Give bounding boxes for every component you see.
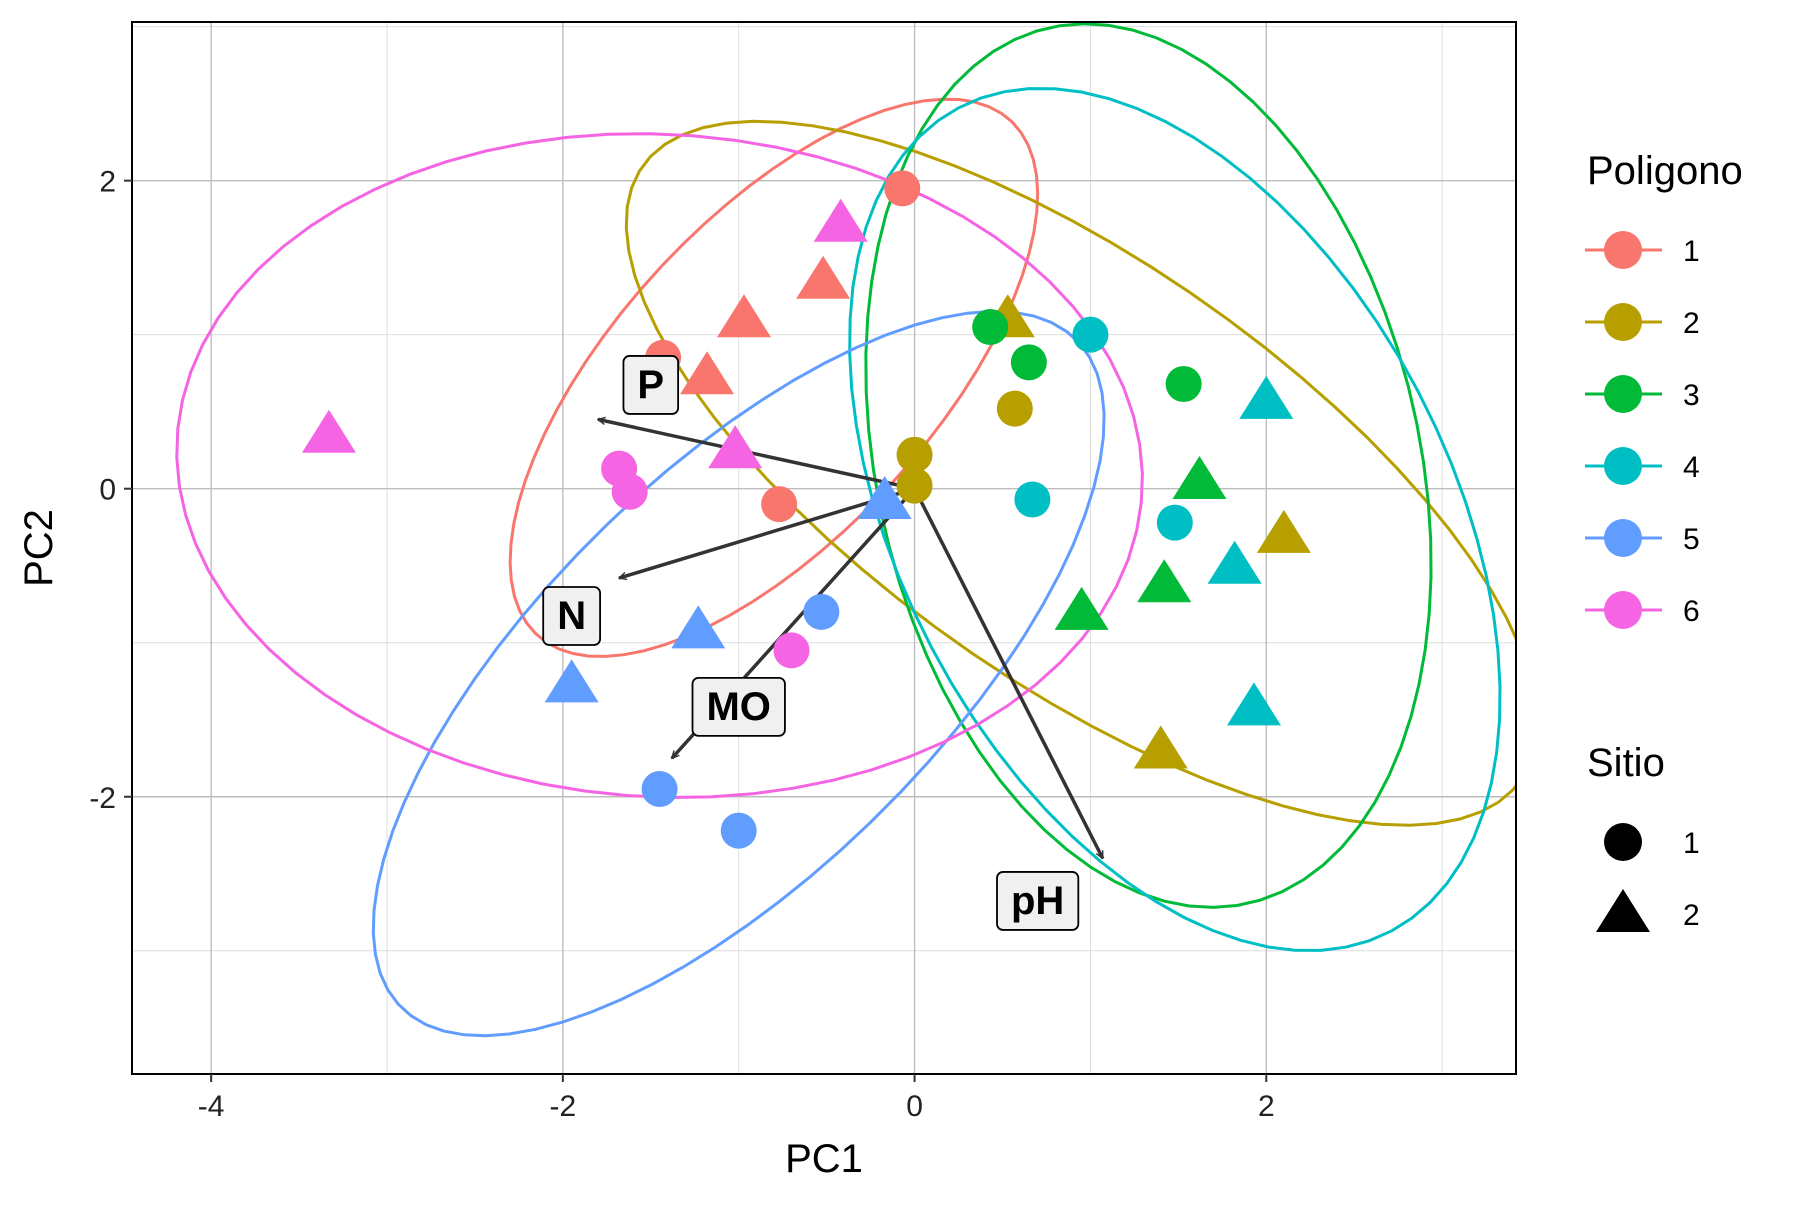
legend-sitio-items: 12 <box>1596 823 1700 932</box>
legend-sitio-label: 1 <box>1683 827 1700 860</box>
legend-poligono-label: 3 <box>1683 379 1700 412</box>
point-poligono-5-sitio-2 <box>671 605 726 649</box>
loading-label-text: P <box>637 363 664 407</box>
point-poligono-4-sitio-2 <box>1226 682 1281 726</box>
legend-poligono-item: 4 <box>1585 447 1700 485</box>
legend-key-marker <box>1604 375 1642 413</box>
point-poligono-6-sitio-1 <box>773 632 810 669</box>
legend-poligono-label: 1 <box>1683 235 1700 268</box>
point-poligono-2-sitio-1 <box>896 436 933 473</box>
legend-poligono-items: 1 2 3 4 5 6 <box>1585 231 1700 629</box>
point-poligono-4-sitio-2 <box>1239 375 1294 419</box>
point-poligono-2-sitio-2 <box>1133 725 1188 769</box>
loading-label-ph: pH <box>996 871 1080 931</box>
grid-lines <box>132 22 1516 1074</box>
loading-label-box <box>542 586 601 646</box>
loading-label-mo: MO <box>691 676 786 737</box>
data-points <box>301 170 1311 849</box>
ellipse-poligono-4 <box>848 87 1502 952</box>
legend-sitio-item: 1 <box>1604 823 1700 861</box>
ellipse-poligono-5 <box>371 309 1106 1038</box>
point-poligono-2-sitio-2 <box>1256 509 1311 553</box>
loading-arrow-p <box>598 419 915 491</box>
legend-poligono-label: 4 <box>1683 451 1700 484</box>
point-poligono-3-sitio-2 <box>1137 559 1192 603</box>
point-poligono-5-sitio-2 <box>544 659 599 703</box>
point-poligono-6-sitio-2 <box>301 409 356 453</box>
legend-poligono-item: 6 <box>1585 591 1700 629</box>
plot-panel-border <box>131 21 1517 1075</box>
point-poligono-1-sitio-1 <box>884 170 921 207</box>
point-poligono-4-sitio-2 <box>1207 540 1262 584</box>
legend-title-sitio: Sitio <box>1587 741 1665 785</box>
legend-key-triangle <box>1596 889 1650 932</box>
legend-title-poligono: Poligono <box>1587 149 1743 193</box>
x-axis-title: PC1 <box>785 1137 863 1181</box>
ellipse-poligono-6 <box>175 132 1144 800</box>
loading-labels: P N MO pH <box>542 355 1080 931</box>
loading-label-box <box>622 355 680 415</box>
point-poligono-4-sitio-1 <box>1072 316 1109 353</box>
legend-key-marker <box>1604 303 1642 341</box>
legend-sitio-item: 2 <box>1596 889 1700 932</box>
legend-poligono-item: 2 <box>1585 303 1700 341</box>
legend-poligono-label: 2 <box>1683 307 1700 340</box>
legend-poligono-item: 3 <box>1585 375 1700 413</box>
legend-poligono-item: 1 <box>1585 231 1700 269</box>
point-poligono-2-sitio-1 <box>996 390 1033 427</box>
point-poligono-3-sitio-1 <box>1010 344 1047 381</box>
point-poligono-2-sitio-1 <box>896 467 933 504</box>
legend-poligono-item: 5 <box>1585 519 1700 557</box>
y-tick-label: 0 <box>99 474 116 507</box>
point-poligono-6-sitio-2 <box>813 198 868 242</box>
legend-poligono-label: 5 <box>1683 523 1700 556</box>
x-tick-label: 0 <box>906 1090 923 1123</box>
point-poligono-6-sitio-1 <box>611 473 648 510</box>
loading-label-text: MO <box>706 685 770 729</box>
point-poligono-3-sitio-2 <box>1172 455 1227 499</box>
point-poligono-5-sitio-1 <box>803 593 840 630</box>
x-tick-label: 2 <box>1258 1090 1275 1123</box>
point-poligono-1-sitio-2 <box>716 294 771 338</box>
ellipse-poligono-3 <box>864 22 1433 909</box>
point-poligono-5-sitio-1 <box>641 771 678 808</box>
point-poligono-1-sitio-2 <box>796 255 851 299</box>
point-poligono-5-sitio-1 <box>720 812 757 849</box>
y-tick-label: 2 <box>99 166 116 199</box>
legend-sitio-label: 2 <box>1683 899 1700 932</box>
legend-key-circle <box>1604 823 1642 861</box>
loading-label-box <box>691 676 786 737</box>
point-poligono-4-sitio-1 <box>1014 481 1051 518</box>
point-poligono-1-sitio-1 <box>761 486 798 523</box>
x-tick-label: -2 <box>550 1090 577 1123</box>
legend-poligono-label: 6 <box>1683 595 1700 628</box>
loading-label-text: N <box>557 594 586 638</box>
point-poligono-3-sitio-1 <box>1165 365 1202 402</box>
point-poligono-3-sitio-1 <box>972 308 1009 345</box>
legend-key-marker <box>1604 447 1642 485</box>
loading-label-text: pH <box>1011 879 1064 923</box>
point-poligono-6-sitio-2 <box>708 425 763 469</box>
loading-arrow-ph <box>913 487 1105 859</box>
x-tick-label: -4 <box>198 1090 225 1123</box>
y-tick-label: -2 <box>89 782 116 815</box>
point-poligono-5-sitio-2 <box>857 476 912 520</box>
loading-arrow-n <box>619 487 916 578</box>
point-poligono-4-sitio-1 <box>1156 504 1193 541</box>
loading-label-box <box>996 871 1080 931</box>
legend-key-marker <box>1604 519 1642 557</box>
legend-key-marker <box>1604 591 1642 629</box>
y-axis-title: PC2 <box>17 509 61 587</box>
legend-key-marker <box>1604 231 1642 269</box>
point-poligono-3-sitio-2 <box>1054 586 1109 630</box>
confidence-ellipses <box>175 22 1516 1038</box>
loading-label-n: N <box>542 586 601 646</box>
point-poligono-1-sitio-2 <box>680 351 735 395</box>
axis-ticks: -4 -2 0 2 -2 0 2 <box>89 166 1274 1123</box>
loading-label-p: P <box>622 355 680 415</box>
